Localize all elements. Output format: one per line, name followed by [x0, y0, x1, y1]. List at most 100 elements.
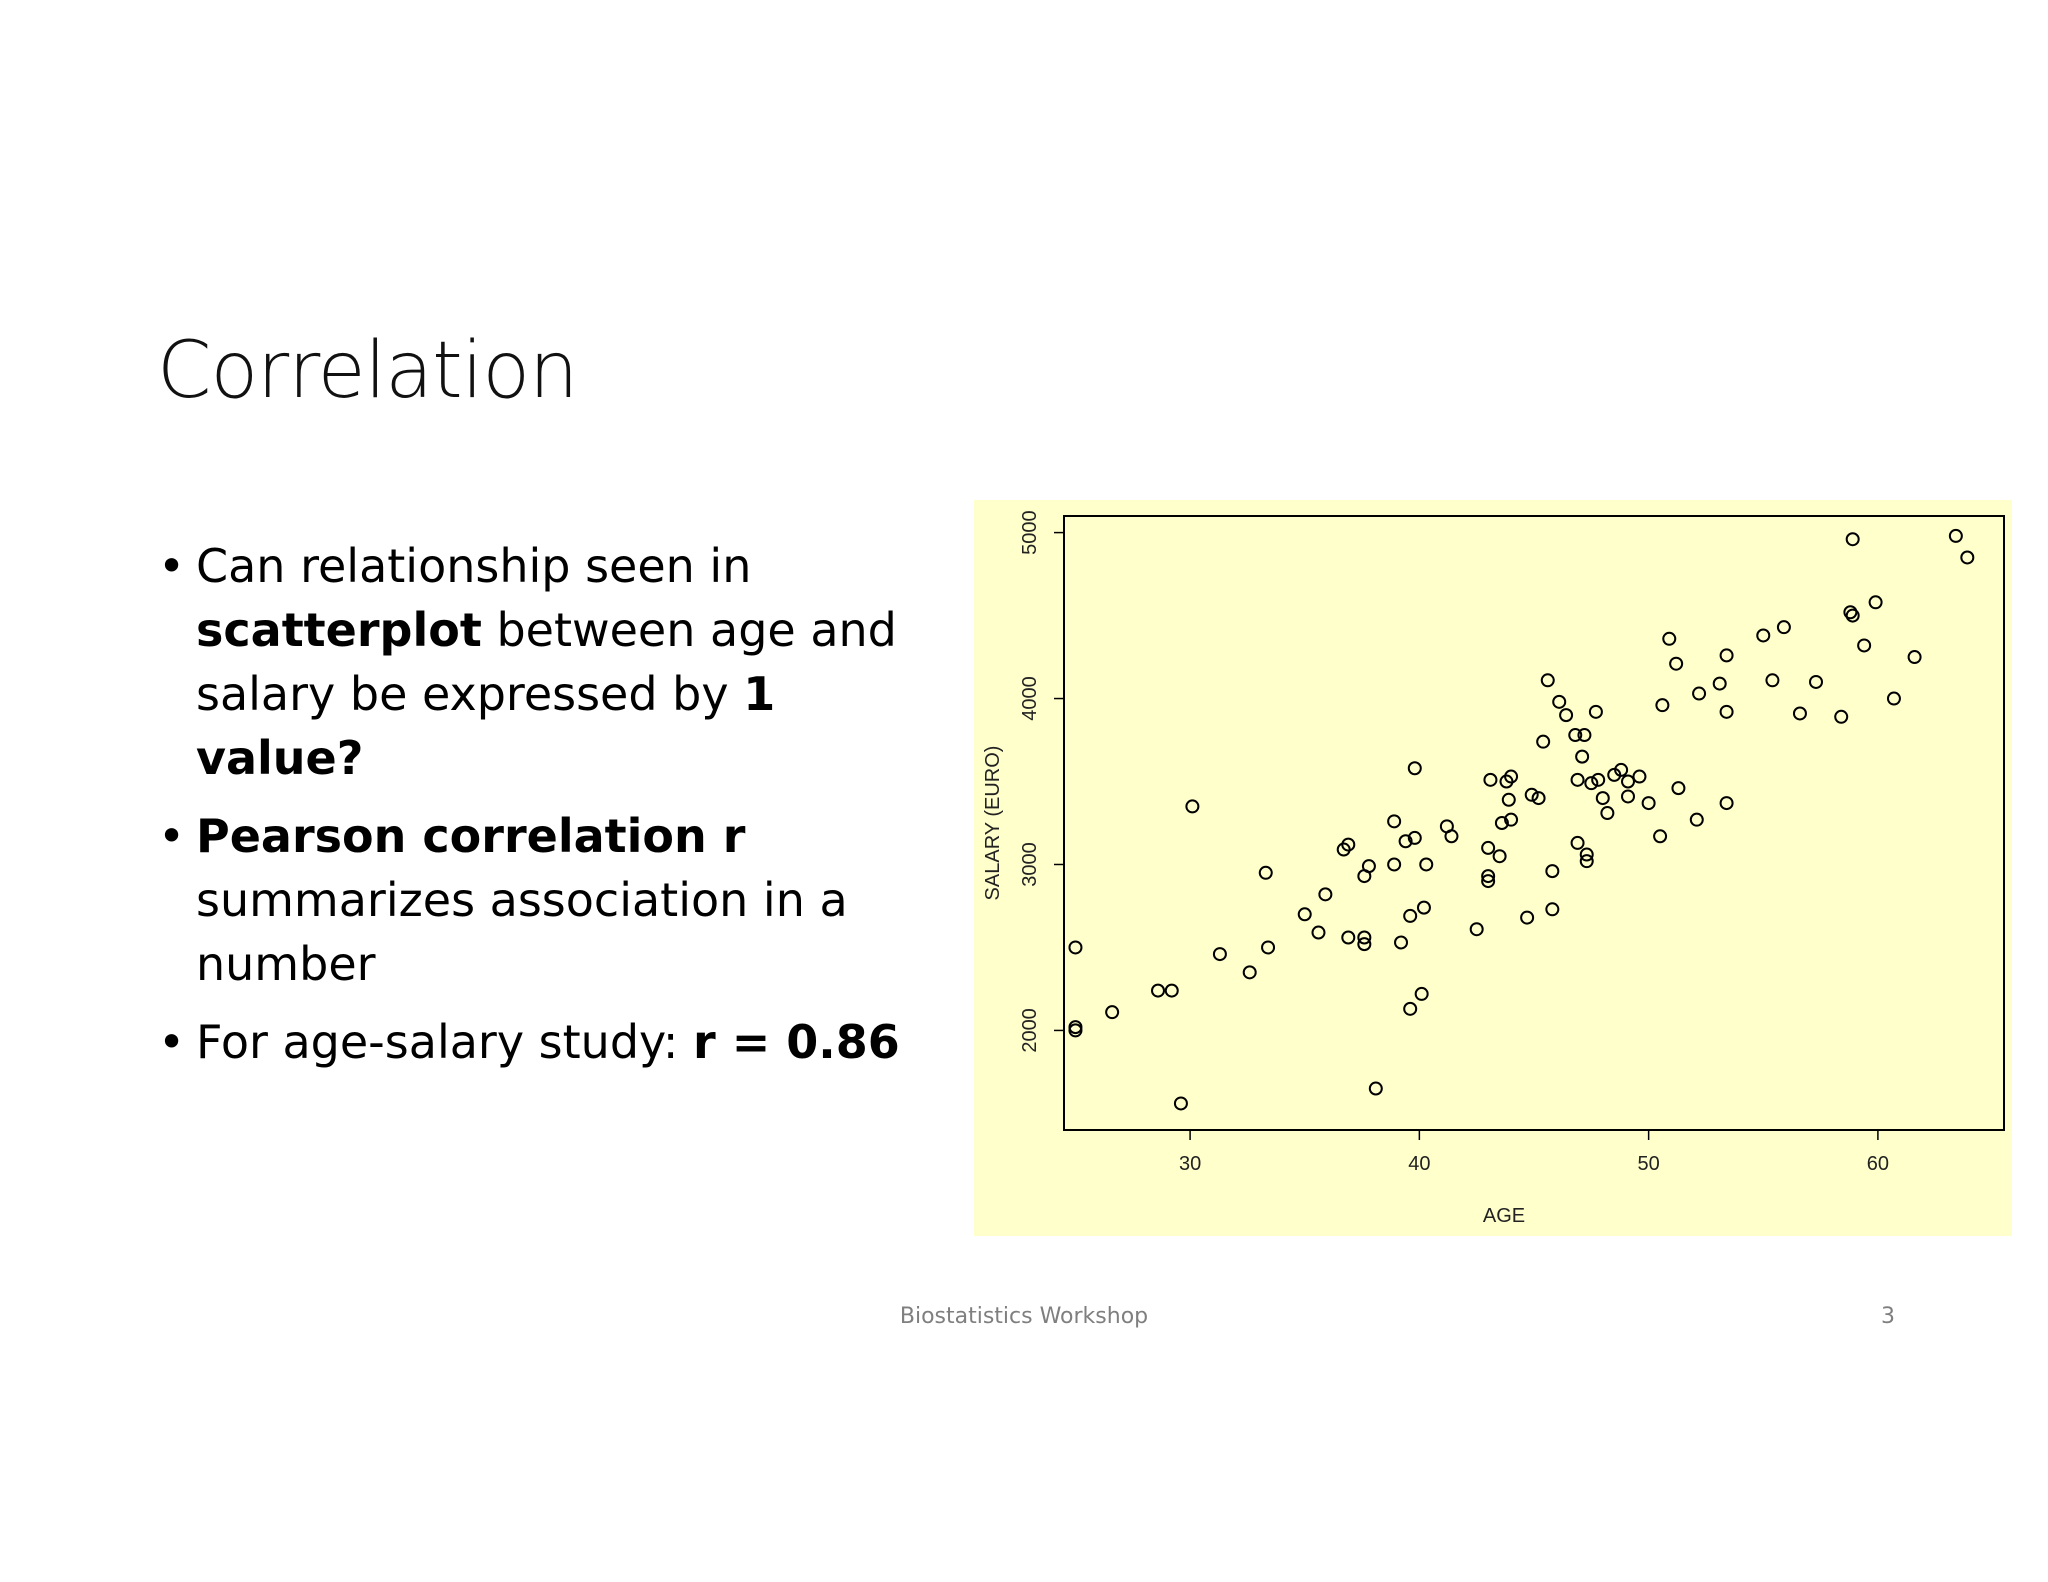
data-point	[1641, 796, 1656, 811]
data-point	[1907, 650, 1922, 665]
bullet-text: summarizes association in a number	[196, 873, 848, 991]
data-point	[1570, 772, 1585, 787]
x-tick-label: 60	[1867, 1153, 1889, 1175]
bullet-text-bold: 1 value?	[196, 667, 776, 785]
data-point	[1621, 774, 1635, 789]
data-point	[1655, 698, 1670, 713]
data-point	[1756, 628, 1771, 643]
data-point	[1173, 1096, 1188, 1111]
data-point	[1868, 595, 1883, 610]
data-point	[1481, 869, 1496, 884]
data-point	[1481, 874, 1496, 889]
data-point	[1341, 837, 1356, 852]
data-point	[1570, 835, 1585, 850]
bullet-text: between age and salary be expressed by	[196, 603, 897, 721]
y-tick-label: 2000	[1019, 1008, 1041, 1052]
data-point	[1419, 857, 1434, 872]
data-point	[1545, 902, 1560, 917]
data-point	[1387, 814, 1402, 829]
data-point	[1591, 772, 1606, 787]
data-point	[1614, 762, 1629, 777]
data-point	[1692, 686, 1707, 701]
data-point	[1357, 937, 1372, 952]
data-point	[1843, 605, 1858, 620]
data-point	[1407, 761, 1422, 776]
data-point	[1407, 830, 1422, 845]
data-point	[1297, 907, 1312, 922]
data-point	[1501, 792, 1516, 807]
data-point	[1584, 776, 1599, 791]
data-point	[1809, 674, 1823, 689]
bullet-item: • Pearson correlation r summarizes associ…	[158, 804, 918, 996]
data-point	[1575, 749, 1590, 764]
data-point	[1653, 829, 1668, 844]
data-point	[1531, 791, 1546, 806]
bullet-list: • Can relationship seen in scatterplot be…	[158, 534, 918, 1088]
data-point	[1494, 816, 1509, 830]
data-point	[1105, 1005, 1120, 1020]
data-point	[1662, 631, 1677, 646]
data-point	[1242, 965, 1257, 980]
data-point	[1403, 1001, 1418, 1016]
x-tick-label: 40	[1408, 1153, 1430, 1175]
x-tick-label: 30	[1179, 1153, 1201, 1175]
data-point	[1403, 908, 1418, 923]
data-point	[1579, 854, 1594, 869]
x-axis-label: AGE	[1483, 1205, 1525, 1227]
data-point	[1258, 865, 1273, 880]
bullet-dot-icon: •	[158, 809, 186, 863]
data-point	[1520, 910, 1535, 925]
data-point	[1524, 787, 1539, 802]
y-tick-label: 3000	[1019, 842, 1041, 887]
data-point	[1948, 528, 1963, 543]
data-point	[1719, 704, 1734, 719]
bullet-text-bold: scatterplot	[196, 603, 482, 657]
data-point	[1387, 857, 1402, 872]
data-point	[1671, 781, 1686, 796]
bullet-item: • Can relationship seen in scatterplot be…	[158, 534, 918, 790]
data-point	[1845, 532, 1860, 547]
data-point	[1792, 706, 1807, 721]
bullet-text-bold: r = 0.86	[693, 1015, 900, 1069]
scatter-chart: 30 40 50 60 2000 3000 4000 5000 AGE SALARY (EURO)	[974, 500, 2012, 1236]
data-point	[1857, 638, 1872, 653]
data-point	[1579, 847, 1594, 862]
y-axis-label: SALARY (EURO)	[982, 746, 1004, 901]
data-point	[1394, 935, 1409, 950]
data-point	[1568, 728, 1583, 743]
data-point	[1414, 986, 1429, 1001]
bullet-text: For age-salary study:	[196, 1015, 694, 1069]
slide-title: Correlation	[157, 326, 578, 416]
data-point	[1416, 900, 1431, 915]
data-point	[1185, 799, 1200, 814]
data-point	[1536, 734, 1551, 749]
data-point	[1960, 550, 1975, 565]
data-point	[1712, 676, 1727, 691]
data-point	[1621, 789, 1635, 804]
data-point	[1689, 812, 1704, 827]
data-point	[1212, 947, 1227, 962]
page-number: 3	[1881, 1304, 1895, 1329]
data-point	[1164, 983, 1179, 998]
bullet-item: • For age-salary study: r = 0.86	[158, 1010, 918, 1074]
scatter-chart-svg: 30 40 50 60 2000 3000 4000 5000 AGE SALARY (EURO)	[982, 510, 2005, 1227]
data-point	[1719, 648, 1734, 663]
plot-frame	[1063, 515, 2005, 1131]
y-tick-label: 4000	[1019, 676, 1041, 721]
data-point	[1577, 728, 1592, 743]
data-point	[1068, 940, 1083, 955]
data-point	[1600, 806, 1615, 821]
data-point	[1765, 673, 1780, 688]
data-point	[1845, 608, 1860, 623]
x-tick-label: 50	[1638, 1153, 1660, 1175]
data-point	[1595, 791, 1610, 806]
data-point	[1368, 1081, 1383, 1096]
data-point	[1504, 769, 1519, 784]
bullet-text-bold: Pearson correlation r	[196, 809, 746, 863]
data-point	[1588, 704, 1603, 719]
data-point	[1261, 940, 1276, 955]
data-point	[1886, 691, 1901, 706]
data-point	[1776, 620, 1791, 635]
bullet-dot-icon: •	[158, 1015, 186, 1069]
y-tick-label: 5000	[1019, 510, 1041, 555]
